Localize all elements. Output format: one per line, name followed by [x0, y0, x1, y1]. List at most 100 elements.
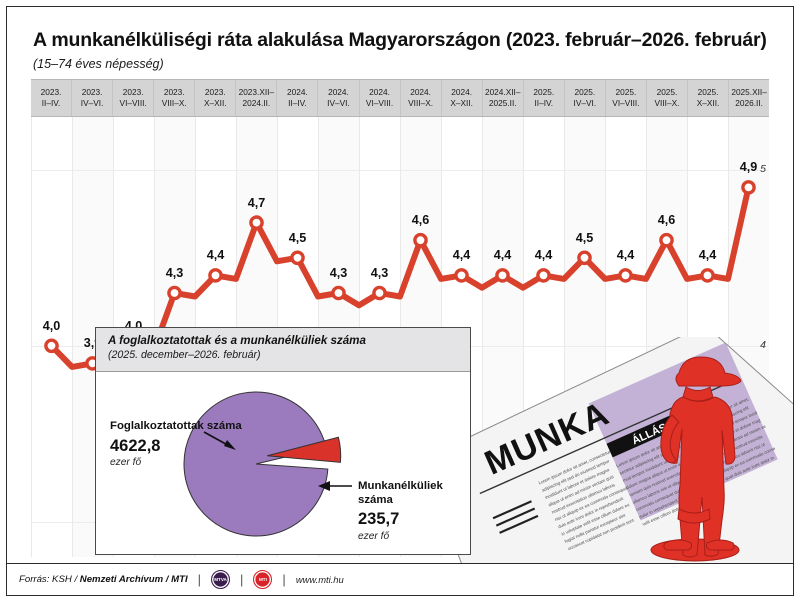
period-label: 2024. VI–VIII. [360, 80, 401, 116]
data-point-marker [620, 270, 631, 281]
infographic-poster: A munkanélküliségi ráta alakulása Magyar… [6, 6, 794, 596]
data-point-marker [702, 270, 713, 281]
data-point-marker [415, 235, 426, 246]
unemployed-value: 235,7 [358, 510, 400, 529]
footer-bar: Forrás: KSH / Nemzeti Archívum / MTI | M… [7, 563, 793, 595]
vertical-gridline [646, 117, 647, 557]
source-text: Forrás: KSH / Nemzeti Archívum / MTI [19, 574, 188, 585]
pie-slice-employed [183, 391, 329, 537]
period-months: 2025.II. [488, 98, 517, 108]
pie-inset-panel: A foglalkoztatottak és a munkanélküliek … [95, 327, 471, 555]
period-months: II–IV. [534, 98, 554, 108]
period-year: 2024. [328, 87, 349, 98]
data-point-label: 4,7 [247, 195, 266, 210]
period-months: X–XII. [696, 98, 720, 108]
employed-unit: ezer fő [110, 457, 142, 469]
unemployed-unit: ezer fő [358, 531, 390, 543]
data-point-marker [210, 270, 221, 281]
period-label: 2025. VI–VIII. [606, 80, 647, 116]
website-link[interactable]: www.mti.hu [295, 574, 344, 585]
period-year: 2023. [81, 87, 103, 98]
period-year: 2024. [287, 87, 308, 98]
period-label: 2024. VIII–X. [401, 80, 442, 116]
period-months: II–IV. [288, 98, 307, 108]
data-point-marker [579, 252, 590, 263]
period-year: 2023. [40, 87, 62, 98]
period-label: 2024.XII– 2025.II. [483, 80, 524, 116]
pie-inset-subtitle: (2025. december–2026. február) [108, 349, 261, 361]
pie-callout-arrows [203, 431, 352, 491]
period-months: VIII–X. [654, 98, 680, 108]
vertical-gridline [482, 117, 483, 557]
period-year: 2023. [122, 87, 144, 98]
newspaper-icon: MUNKA ÁLLÁS Lorem ipsum dolor sit amet, … [422, 324, 793, 574]
period-months: VI–VIII. [119, 98, 147, 108]
divider: | [282, 572, 286, 587]
period-year: 2025. [656, 87, 678, 98]
data-point-marker [538, 270, 549, 281]
pie-chart [183, 391, 342, 537]
pie-inset-title: A foglalkoztatottak és a munkanélküliek … [108, 334, 366, 347]
data-point-label: 4,4 [452, 248, 471, 263]
data-point-label: 4,4 [698, 248, 717, 263]
y-axis-tick-label: 5 [760, 162, 766, 175]
data-point-marker [497, 270, 508, 281]
data-point-marker [456, 270, 467, 281]
period-months: X–XII. [203, 98, 227, 108]
period-year: 2023. [204, 87, 226, 98]
period-label: 2024. II–IV. [277, 80, 319, 116]
period-months: X–XII. [450, 98, 473, 108]
data-point-marker [46, 340, 57, 351]
data-point-marker [292, 252, 303, 263]
period-months: VI–VIII. [365, 98, 394, 108]
data-point-label: 4,4 [206, 248, 225, 263]
vertical-gridline [728, 117, 729, 557]
period-label: 2023. VI–VIII. [113, 80, 155, 116]
period-year: 2025. [574, 87, 596, 98]
period-label: 2023. IV–VI. [72, 80, 114, 116]
data-point-marker [169, 287, 180, 298]
data-point-label: 4,4 [616, 248, 635, 263]
illustration: MUNKA ÁLLÁS Lorem ipsum dolor sit amet, … [407, 324, 793, 574]
y-axis-tick-label: 4 [760, 338, 766, 351]
page-subtitle: (15–74 éves népesség) [33, 57, 164, 71]
pie-slice-unemployed [267, 436, 342, 463]
period-year: 2025. [615, 87, 637, 98]
data-point-label: 4,6 [411, 213, 430, 228]
data-point-label: 4,3 [370, 266, 389, 280]
horizontal-gridline [31, 169, 769, 171]
period-months: IV–VI. [327, 98, 350, 108]
period-months: 2026.II. [735, 98, 763, 108]
period-label: 2023. II–IV. [31, 80, 73, 116]
period-label: 2023. X–XII. [195, 80, 237, 116]
mti-logo-icon: MTI [253, 570, 273, 589]
vertical-gridline [605, 117, 606, 557]
period-year: 2023. [163, 87, 185, 98]
unemployed-callout: Munkanélküliek száma 235,7 ezer fő [358, 480, 470, 543]
unemployed-label: Munkanélküliek száma [358, 480, 443, 506]
employed-value: 4622,8 [110, 436, 161, 455]
period-label: 2025. VIII–X. [647, 80, 688, 116]
period-months: VI–VIII. [612, 98, 640, 108]
period-label: 2025. II–IV. [524, 80, 565, 116]
period-months: IV–VI. [573, 98, 597, 108]
period-year: 2025.XII– [731, 87, 767, 98]
period-months: 2024.II. [242, 98, 271, 108]
worker-figure-icon [650, 356, 742, 562]
data-point-label: 4,6 [657, 213, 676, 228]
data-point-marker [333, 287, 344, 298]
pie-inset-header: A foglalkoztatottak és a munkanélküliek … [96, 328, 470, 372]
period-months: VIII–X. [161, 98, 187, 108]
data-point-label: 4,0 [42, 318, 61, 333]
period-year: 2024.XII– [484, 87, 521, 98]
period-label: 2025.XII– 2026.II. [729, 80, 769, 116]
period-year: 2025. [533, 87, 555, 98]
vertical-gridline [523, 117, 524, 557]
period-year: 2023.XII– [238, 87, 275, 98]
employed-callout: Foglalkoztatottak száma 4622,8 ezer fő [110, 420, 242, 470]
period-label: 2025. X–XII. [688, 80, 730, 116]
data-point-label: 4,3 [329, 266, 348, 280]
data-point-label: 4,5 [575, 230, 594, 245]
page-title: A munkanélküliségi ráta alakulása Magyar… [33, 29, 767, 51]
data-point-label: 4,5 [288, 230, 307, 245]
